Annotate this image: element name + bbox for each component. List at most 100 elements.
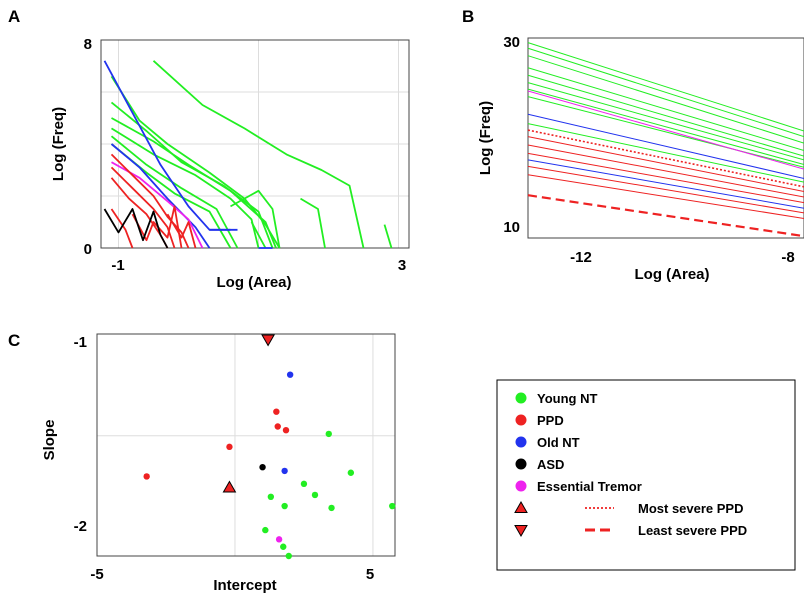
panel-b-line-young-nt	[527, 88, 804, 165]
panel-c-ytick-top: -1	[74, 334, 87, 351]
panel-b: -12 -8 10 30 Log (Area) Log (Freq)	[477, 34, 804, 283]
panel-a-line-essential-tremor	[111, 161, 204, 249]
panel-b-line-ppd	[527, 136, 804, 192]
panel-letter-a: A	[8, 7, 20, 26]
legend-box	[496, 379, 796, 571]
panel-c-point-young-nt	[389, 502, 396, 510]
panel-b-line-essential-tremor	[527, 90, 804, 170]
panel-c-points	[143, 334, 396, 560]
panel-a-lines	[103, 60, 393, 249]
panel-b-line-young-nt	[527, 47, 804, 138]
panel-a-xtick-min: -1	[111, 257, 124, 274]
panel-c-xtick-min: -5	[90, 566, 103, 583]
panel-a-xtick-max: 3	[398, 257, 406, 274]
panel-c-point-triangle-down	[261, 334, 275, 347]
panel-a-line-young-nt	[230, 189, 281, 249]
panel-a-line-young-nt	[110, 75, 281, 249]
panel-c-point-young-nt	[281, 502, 288, 510]
panel-c-point-ppd	[226, 443, 233, 451]
panel-b-xlabel: Log (Area)	[635, 266, 710, 283]
panel-a-line-young-nt	[383, 224, 393, 249]
panel-c-point-young-nt	[311, 491, 319, 499]
panel-c-point-asd	[259, 464, 266, 471]
panel-c-point-young-nt	[262, 526, 269, 534]
panel-c-xtick-max: 5	[366, 566, 374, 583]
legend: Young NT PPD Old NT ASD Essential Tremor Most…	[496, 379, 796, 571]
legend-label-young-nt: Young NT	[537, 391, 597, 406]
legend-label-dotted: Most severe PPD	[638, 501, 744, 516]
panel-c-point-young-nt	[285, 552, 292, 560]
panel-c-point-young-nt	[280, 543, 287, 550]
panel-c-point-ppd	[274, 423, 281, 430]
panel-a-ytick-max: 8	[84, 36, 92, 53]
panel-c-point-ppd	[273, 408, 280, 415]
panel-c-point-ppd	[282, 427, 290, 434]
panel-c-point-young-nt	[267, 493, 275, 500]
panel-b-ytick-min: 10	[503, 219, 520, 236]
legend-marker-asd	[515, 458, 527, 470]
panel-c-point-young-nt	[300, 480, 308, 488]
panel-b-line-old-nt	[527, 113, 804, 179]
panel-a: -1 3 0 8 Log (Area) Log (Freq)	[50, 36, 410, 291]
panel-b-line-ppd	[527, 152, 804, 204]
panel-b-line-young-nt	[527, 42, 804, 132]
panel-c-point-ppd	[143, 473, 150, 480]
panel-b-line-young-nt	[527, 96, 804, 168]
panel-c-ytick-bottom: -2	[74, 518, 87, 535]
panel-a-line-ppd	[110, 166, 176, 249]
legend-marker-triangle-down	[514, 525, 528, 538]
panel-a-frame	[100, 39, 410, 249]
legend-label-dashed: Least severe PPD	[638, 523, 747, 538]
panel-letter-c: C	[8, 331, 20, 350]
panel-c-point-essential-tremor	[275, 536, 283, 543]
panel-b-line-young-nt	[527, 123, 804, 183]
panel-b-line-ppd	[527, 165, 804, 214]
panel-c: -5 5 -1 -2 Intercept Slope	[41, 333, 396, 594]
legend-marker-ppd	[515, 414, 527, 426]
panel-c-grid	[97, 334, 395, 556]
panel-a-line-young-nt	[110, 135, 239, 249]
legend-marker-essential-tremor	[515, 480, 527, 492]
panel-c-point-old-nt	[281, 467, 288, 475]
panel-b-xtick-min: -12	[570, 249, 592, 266]
panel-b-line-ppd	[527, 129, 804, 188]
panel-a-ylabel: Log (Freq)	[50, 107, 67, 181]
legend-label-old-nt: Old NT	[537, 435, 580, 450]
panel-b-frame	[527, 37, 804, 239]
panel-b-ytick-max: 30	[503, 34, 520, 51]
legend-label-ppd: PPD	[537, 413, 564, 428]
panel-b-line-young-nt	[527, 67, 804, 152]
panel-letter-b: B	[462, 7, 474, 26]
panel-c-point-young-nt	[347, 469, 355, 476]
legend-items: Young NT PPD Old NT ASD Essential Tremor Most…	[514, 391, 747, 538]
panel-c-point-young-nt	[328, 504, 335, 512]
panel-a-line-ppd	[110, 208, 134, 249]
panel-a-line-ppd	[166, 213, 197, 249]
panel-b-xtick-max: -8	[781, 249, 794, 266]
panel-b-lines	[527, 42, 804, 238]
panel-b-line-young-nt	[527, 74, 804, 157]
panel-a-xlabel: Log (Area)	[217, 274, 292, 291]
panel-b-line-ppd	[527, 194, 804, 238]
panel-a-line-young-nt	[300, 197, 326, 249]
panel-b-line-ppd	[527, 174, 804, 219]
panel-a-line-old-nt	[110, 143, 211, 249]
panel-b-ylabel: Log (Freq)	[477, 101, 494, 175]
panel-b-line-ppd	[527, 144, 804, 198]
panel-a-ytick-min: 0	[84, 241, 92, 258]
legend-marker-old-nt	[515, 436, 527, 448]
legend-label-asd: ASD	[537, 457, 564, 472]
panel-c-point-triangle-up	[222, 480, 237, 493]
legend-marker-triangle-up	[514, 500, 528, 513]
panel-c-point-young-nt	[325, 430, 332, 438]
panel-c-xlabel: Intercept	[213, 577, 276, 594]
panel-a-line-asd	[103, 208, 169, 249]
panel-c-point-old-nt	[286, 371, 294, 378]
panel-b-line-young-nt	[527, 82, 804, 161]
panel-a-line-young-nt	[152, 60, 365, 249]
panel-c-frame	[96, 333, 396, 557]
panel-b-line-young-nt	[527, 55, 804, 144]
legend-label-essential-tremor: Essential Tremor	[537, 479, 642, 494]
legend-marker-young-nt	[515, 392, 527, 404]
